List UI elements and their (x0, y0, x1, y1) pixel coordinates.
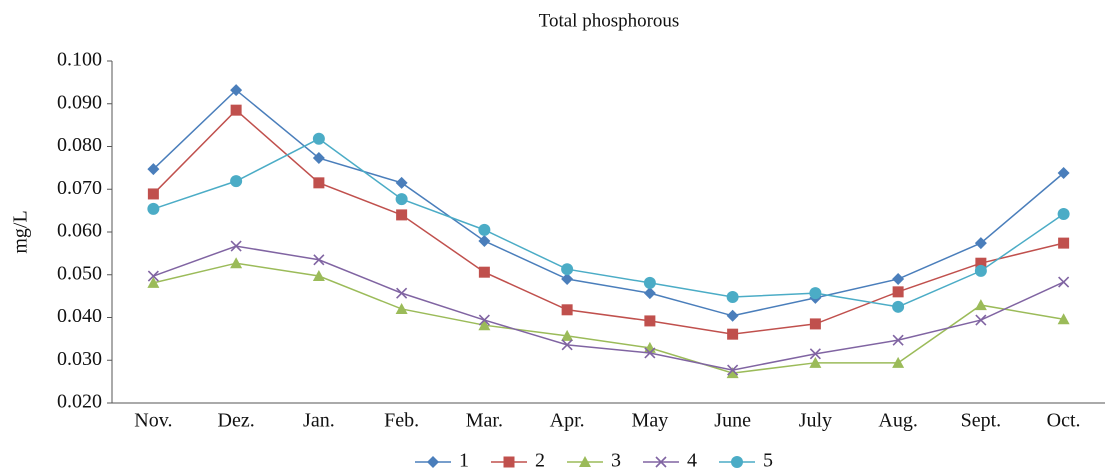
legend-marker (579, 456, 591, 467)
marker (1058, 276, 1070, 288)
marker (1057, 208, 1070, 221)
legend-marker (427, 456, 439, 468)
series-line (153, 245, 1064, 371)
marker (396, 287, 408, 299)
marker (892, 334, 904, 346)
y-tick-label: 0.090 (57, 91, 102, 113)
marker (147, 163, 160, 176)
marker (561, 339, 573, 351)
marker (312, 152, 325, 165)
marker (147, 202, 160, 215)
marker (147, 270, 159, 282)
marker (230, 257, 243, 269)
marker (974, 264, 987, 277)
marker (395, 302, 408, 314)
x-tick-label: Mar. (466, 410, 503, 432)
marker (643, 276, 656, 289)
marker (312, 270, 325, 282)
y-tick-label: 0.100 (57, 49, 102, 71)
series-line (152, 109, 1064, 335)
marker (892, 286, 904, 298)
x-tick-label: Aug. (878, 410, 917, 432)
y-tick-label: 0.030 (57, 348, 102, 370)
marker (892, 300, 905, 313)
legend-marker (655, 456, 667, 468)
marker (561, 304, 573, 316)
y-tick-label: 0.080 (57, 134, 102, 156)
marker (478, 314, 490, 326)
marker (644, 315, 656, 327)
marker (230, 104, 242, 116)
series-line (153, 262, 1064, 374)
marker (892, 273, 905, 286)
marker (230, 84, 243, 97)
chart-title: Total phosphorous (539, 10, 680, 31)
marker (974, 237, 987, 250)
x-tick-label: Dez. (218, 410, 255, 432)
marker (809, 356, 822, 368)
marker (561, 329, 574, 341)
marker (561, 263, 574, 276)
marker (726, 309, 739, 322)
marker (478, 266, 490, 278)
legend-label: 4 (687, 450, 697, 472)
y-tick-label: 0.060 (57, 220, 102, 242)
x-tick-label: Nov. (134, 410, 172, 432)
marker (147, 276, 160, 288)
series-line (153, 137, 1065, 308)
legend-label: 3 (611, 450, 621, 472)
marker (726, 367, 739, 379)
marker (643, 287, 656, 300)
marker (1057, 167, 1070, 180)
marker (727, 328, 739, 340)
x-tick-label: Apr. (550, 410, 585, 432)
marker (312, 132, 325, 145)
marker (892, 356, 905, 368)
series-line (152, 89, 1065, 317)
marker (478, 234, 491, 247)
marker (1057, 313, 1070, 325)
marker (313, 177, 325, 189)
y-axis-label: mg/L (10, 210, 32, 253)
y-tick-label: 0.020 (57, 391, 102, 413)
x-tick-label: Feb. (384, 410, 419, 432)
x-tick-label: June (714, 410, 751, 432)
marker (975, 257, 987, 269)
marker (726, 290, 739, 303)
marker (230, 240, 242, 252)
marker (561, 273, 574, 286)
marker (975, 314, 987, 326)
x-tick-label: Oct. (1047, 410, 1081, 432)
x-tick-label: Sept. (961, 410, 1002, 432)
marker (313, 254, 325, 266)
marker (809, 348, 821, 360)
x-tick-label: July (799, 410, 832, 432)
marker (147, 188, 159, 200)
marker (478, 223, 491, 236)
marker (396, 209, 408, 221)
marker (809, 287, 822, 300)
marker (809, 318, 821, 330)
legend-marker (503, 456, 515, 468)
legend-marker (731, 456, 743, 468)
marker (395, 193, 408, 206)
marker (478, 319, 491, 331)
marker (395, 176, 408, 189)
x-tick-label: Jan. (303, 410, 335, 432)
marker (230, 175, 243, 188)
marker (1058, 237, 1070, 249)
marker (644, 347, 656, 359)
legend-label: 5 (763, 450, 773, 472)
legend-label: 1 (459, 450, 469, 472)
legend-label: 2 (535, 450, 545, 472)
marker (974, 299, 987, 311)
y-tick-label: 0.040 (57, 305, 102, 327)
y-tick-label: 0.050 (57, 262, 102, 284)
x-tick-label: May (632, 410, 669, 432)
marker (727, 364, 739, 376)
y-tick-label: 0.070 (57, 177, 102, 199)
